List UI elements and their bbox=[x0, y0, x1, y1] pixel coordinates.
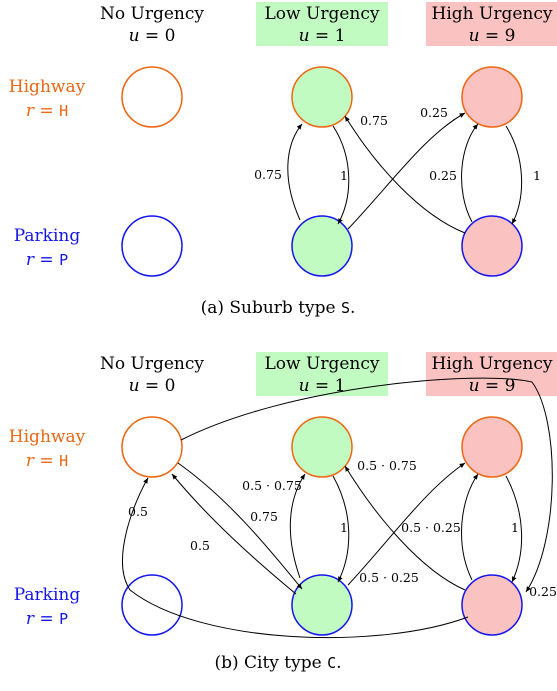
transition-edge bbox=[347, 112, 466, 230]
row-value: r = P bbox=[26, 609, 68, 629]
transition-probability: 0.25 bbox=[529, 584, 557, 599]
row-label-highway: Highway r = H bbox=[9, 427, 86, 471]
transition-edge bbox=[344, 115, 466, 234]
transition-probability: 0.5 · 0.25 bbox=[401, 520, 461, 535]
transition-probability: 1 bbox=[340, 520, 348, 535]
state-node-n-h bbox=[121, 66, 183, 128]
transition-probability: 0.5 bbox=[190, 538, 210, 553]
state-node-l-h bbox=[291, 66, 353, 128]
transition-probability: 0.75 bbox=[360, 113, 388, 128]
transition-probability: 0.25 bbox=[420, 105, 448, 120]
transition-edge bbox=[461, 123, 479, 223]
header-highlight bbox=[256, 2, 388, 46]
transition-probability: 0.5 · 0.75 bbox=[357, 458, 417, 473]
transition-edge bbox=[171, 473, 297, 595]
transition-probability: 1 bbox=[511, 520, 519, 535]
transition-probability: 0.5 · 0.25 bbox=[359, 570, 419, 585]
row-title: Parking bbox=[14, 585, 81, 605]
state-node-l-p bbox=[291, 215, 353, 277]
header-highlight bbox=[426, 352, 557, 396]
header-title: No Urgency bbox=[100, 354, 204, 374]
transition-probability: 0.5 · 0.75 bbox=[242, 478, 302, 493]
row-value: r = H bbox=[26, 451, 68, 471]
state-node-h-p bbox=[461, 215, 523, 277]
row-title: Highway bbox=[9, 77, 86, 97]
header-value: u = 0 bbox=[129, 26, 176, 46]
state-node-l-p bbox=[291, 574, 353, 636]
row-label-parking: Parking r = P bbox=[14, 226, 81, 270]
row-label-parking: Parking r = P bbox=[14, 585, 81, 629]
state-node-n-p bbox=[121, 215, 183, 277]
header-value: u = 1 bbox=[299, 26, 346, 46]
transition-edge bbox=[122, 477, 469, 639]
transition-probability: 0.25 bbox=[429, 168, 457, 183]
transition-probability: 0.75 bbox=[254, 167, 282, 182]
state-node-h-p bbox=[461, 574, 523, 636]
header-value: u = 9 bbox=[469, 26, 516, 46]
header-highlight bbox=[256, 352, 388, 396]
transition-probability: 0.5 bbox=[128, 504, 148, 519]
transition-edge bbox=[344, 465, 466, 591]
transition-edge bbox=[461, 473, 479, 581]
transition-edge bbox=[289, 473, 306, 579]
transition-edge bbox=[505, 125, 523, 225]
transition-edge bbox=[180, 377, 553, 593]
transition-probability: 1 bbox=[533, 168, 541, 183]
row-value: r = P bbox=[26, 250, 68, 270]
state-node-n-h bbox=[121, 416, 183, 478]
row-value: r = H bbox=[26, 101, 68, 121]
transition-probability: 0.75 bbox=[250, 509, 278, 524]
header-value: u = 1 bbox=[299, 376, 346, 396]
transition-edge bbox=[332, 125, 350, 225]
transition-probability: 1 bbox=[340, 168, 348, 183]
state-node-h-h bbox=[461, 416, 523, 478]
state-node-l-h bbox=[291, 416, 353, 478]
row-title: Parking bbox=[14, 226, 81, 246]
transition-edge bbox=[177, 462, 303, 590]
row-title: Highway bbox=[9, 427, 86, 447]
state-node-n-p bbox=[121, 574, 183, 636]
transition-edge bbox=[287, 123, 303, 221]
state-node-h-h bbox=[461, 66, 523, 128]
row-label-highway: Highway r = H bbox=[9, 77, 86, 121]
panel-caption: (a) Suburb type S. bbox=[201, 298, 356, 318]
header-title: High Urgency bbox=[432, 4, 553, 24]
transition-edge bbox=[347, 462, 466, 586]
header-title: Low Urgency bbox=[265, 4, 380, 24]
transition-edge bbox=[505, 475, 523, 583]
header-value: u = 0 bbox=[129, 376, 176, 396]
header-title: No Urgency bbox=[100, 4, 204, 24]
header-highlight bbox=[426, 2, 557, 46]
transition-edge bbox=[332, 475, 350, 583]
header-value: u = 9 bbox=[469, 376, 516, 396]
panel-caption: (b) City type C. bbox=[214, 653, 341, 673]
header-title: Low Urgency bbox=[265, 354, 380, 374]
header-title: High Urgency bbox=[432, 354, 553, 374]
